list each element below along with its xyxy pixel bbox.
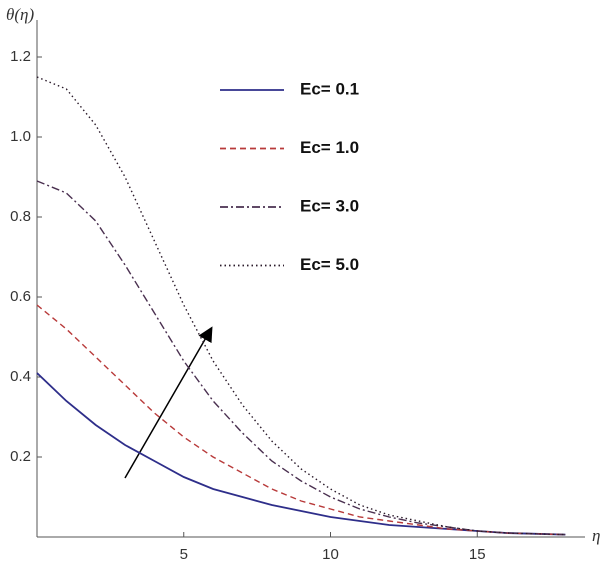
line-series — [36, 76, 566, 536]
x-tick-label: 10 — [322, 546, 339, 563]
y-axis-label: θ(η) — [6, 5, 34, 24]
line-series — [36, 372, 566, 536]
y-tick-label: 0.6 — [10, 288, 31, 305]
y-tick-label: 0.4 — [10, 368, 31, 385]
y-tick-label: 1.2 — [10, 48, 31, 65]
x-tick-label: 5 — [180, 546, 188, 563]
legend-label: Ec= 5.0 — [300, 255, 359, 274]
line-series — [36, 304, 566, 536]
line-series — [36, 180, 566, 536]
x-axis-label: η — [592, 526, 600, 545]
x-tick-label: 15 — [469, 546, 486, 563]
y-tick-label: 1.0 — [10, 128, 31, 145]
trend-arrow — [124, 326, 213, 479]
legend-label: Ec= 1.0 — [300, 138, 359, 157]
y-tick-label: 0.8 — [10, 208, 31, 225]
legend-label: Ec= 0.1 — [300, 79, 359, 98]
legend-label: Ec= 3.0 — [300, 196, 359, 215]
y-tick-label: 0.2 — [10, 448, 31, 465]
